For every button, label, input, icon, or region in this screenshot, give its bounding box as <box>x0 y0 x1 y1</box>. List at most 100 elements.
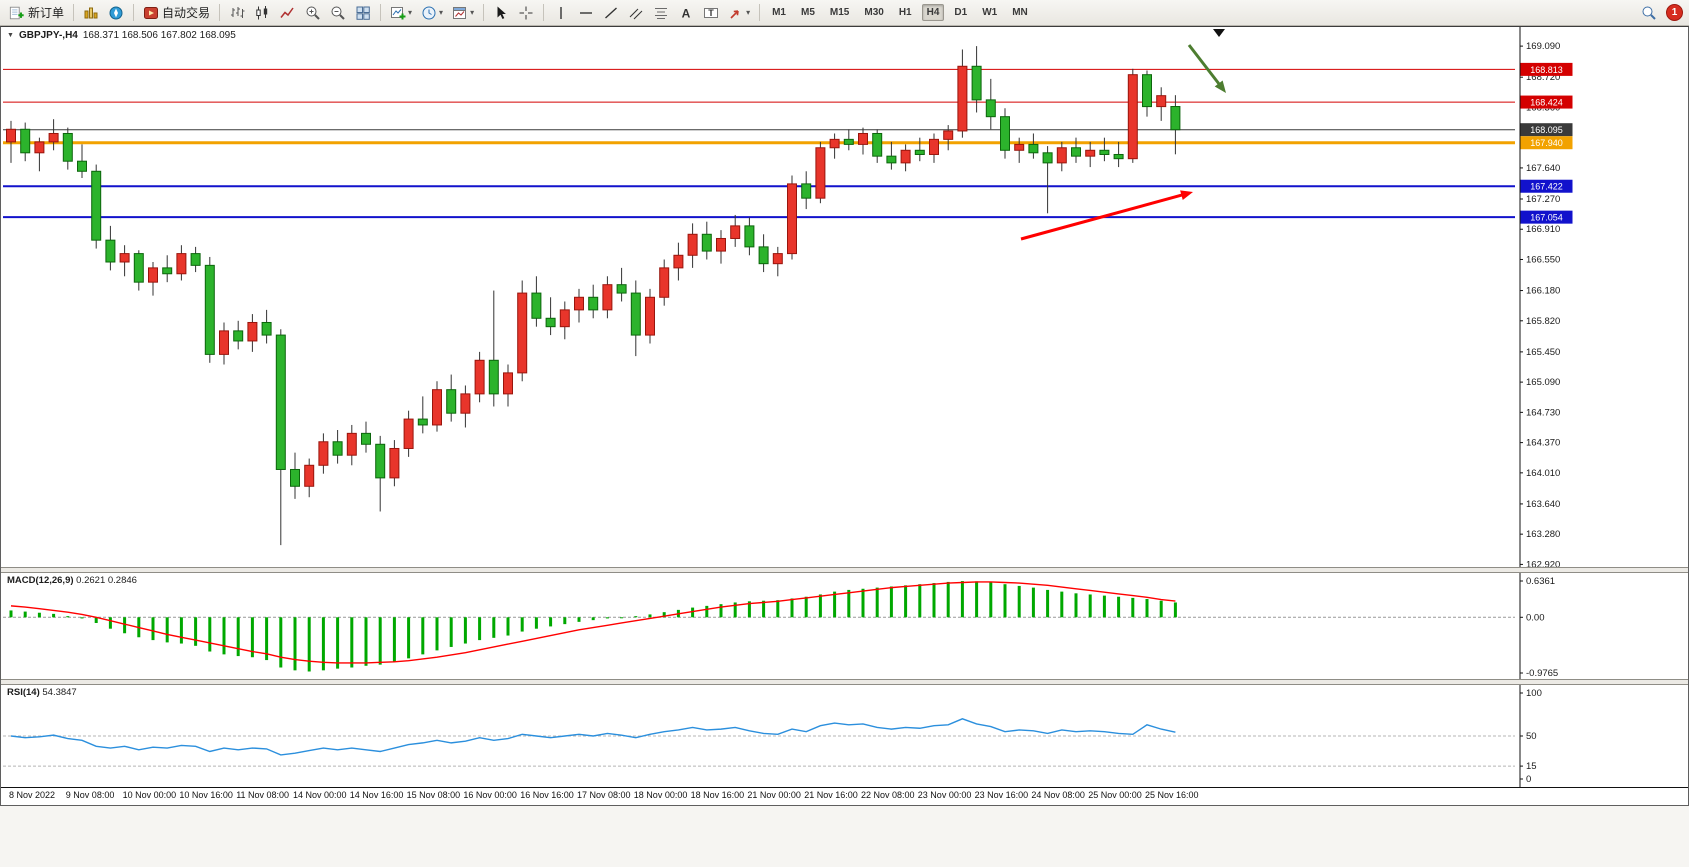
annotation-red-arrow[interactable] <box>1020 190 1193 241</box>
fibonacci-icon[interactable] <box>650 4 672 22</box>
svg-text:T: T <box>708 8 714 18</box>
time-label: 25 Nov 00:00 <box>1088 790 1142 800</box>
annotation-green-arrow[interactable] <box>1187 44 1226 93</box>
autotrading-icon <box>144 6 159 19</box>
cursor-icon[interactable] <box>490 4 512 22</box>
horizontal-line-icon[interactable] <box>575 4 597 22</box>
crosshair-icon[interactable] <box>515 4 537 22</box>
time-axis[interactable]: 8 Nov 2022 9 Nov 08:00 10 Nov 00:00 10 Nov … <box>1 787 1688 805</box>
horizontal-lines[interactable] <box>3 68 1515 219</box>
vertical-line-glyph <box>560 6 562 19</box>
text-icon[interactable]: A <box>675 4 697 22</box>
tf-button-m30[interactable]: M30 <box>859 4 888 21</box>
trendline-icon[interactable] <box>600 4 622 22</box>
time-label: 14 Nov 00:00 <box>293 790 347 800</box>
macd-canvas[interactable]: 0.6361 0.00 -0.9765 <box>1 573 1688 679</box>
price-label-167.054: 167.054 <box>1520 210 1573 224</box>
toolbar-separator <box>133 4 135 21</box>
line-chart-icon[interactable] <box>276 4 298 22</box>
indicators-icon <box>391 6 406 19</box>
arrows-icon <box>730 9 739 19</box>
macd-axis[interactable]: 0.6361 0.00 -0.9765 <box>1520 576 1558 679</box>
text-label-icon[interactable]: T <box>700 4 722 22</box>
collapse-caret-icon[interactable]: ▼ <box>7 32 14 39</box>
tf-button-m5[interactable]: M5 <box>796 4 820 21</box>
price-axis[interactable]: 169.090168.720168.360167.640167.270166.9… <box>1519 27 1560 567</box>
price-label-168.813: 168.813 <box>1520 62 1573 76</box>
main-chart-canvas[interactable]: 169.090168.720168.360167.640167.270166.9… <box>1 27 1688 567</box>
tf-button-h4[interactable]: H4 <box>921 4 945 21</box>
zoom-in-icon[interactable] <box>302 4 324 22</box>
price-label-168.095: 168.095 <box>1520 123 1573 137</box>
tf-button-m1[interactable]: M1 <box>767 4 791 21</box>
time-label: 16 Nov 16:00 <box>520 790 574 800</box>
svg-text:169.090: 169.090 <box>1526 41 1560 52</box>
rsi-line <box>10 718 1176 756</box>
time-label: 15 Nov 08:00 <box>406 790 461 800</box>
arrows-button[interactable]: ▾ <box>725 4 753 22</box>
vertical-line-icon[interactable] <box>550 4 572 22</box>
svg-text:0: 0 <box>1526 774 1531 785</box>
rsi-axis[interactable]: 100 50 15 0 <box>1520 688 1542 785</box>
alert-badge[interactable]: 1 <box>1666 4 1683 21</box>
navigator-glyph <box>109 6 123 19</box>
indicators-button[interactable]: ▾ <box>387 4 415 22</box>
svg-text:167.054: 167.054 <box>1530 213 1563 223</box>
svg-text:168.095: 168.095 <box>1530 125 1563 135</box>
bar-chart-icon[interactable] <box>226 4 248 22</box>
horizontal-line-glyph <box>580 11 593 14</box>
tile-windows-icon[interactable] <box>352 4 374 22</box>
caret-down-icon: ▾ <box>439 8 444 17</box>
templates-button[interactable]: ▾ <box>449 4 477 22</box>
time-label: 8 Nov 2022 <box>9 790 56 800</box>
time-label: 23 Nov 00:00 <box>917 790 972 800</box>
tf-button-h1[interactable]: H1 <box>894 4 917 21</box>
tf-button-mn[interactable]: MN <box>1007 4 1033 21</box>
tf-button-w1[interactable]: W1 <box>977 4 1002 21</box>
new-order-button[interactable]: 新订单 <box>6 3 67 22</box>
time-label: 16 Nov 00:00 <box>463 790 517 800</box>
marketwatch-glyph <box>84 7 98 18</box>
new-order-icon <box>9 6 24 19</box>
periods-button[interactable]: ▾ <box>418 4 446 22</box>
autotrading-button[interactable]: 自动交易 <box>140 3 213 22</box>
cursor-glyph <box>497 6 506 19</box>
candlestick-chart-glyph <box>256 5 268 19</box>
time-label: 22 Nov 08:00 <box>861 790 915 800</box>
rsi-name: RSI(14) <box>7 687 40 698</box>
chart-shift-marker[interactable] <box>1213 29 1225 37</box>
chart-window: ▼ GBPJPY-,H4 168.371 168.506 167.802 168… <box>0 26 1689 806</box>
tf-button-m15[interactable]: M15 <box>825 4 854 21</box>
price-label-168.424: 168.424 <box>1520 95 1573 109</box>
candlestick-chart-icon[interactable] <box>251 4 273 22</box>
svg-text:167.422: 167.422 <box>1530 182 1563 192</box>
caret-down-icon: ▾ <box>408 8 413 17</box>
marketwatch-icon[interactable] <box>80 4 102 22</box>
line-chart-glyph <box>280 7 294 18</box>
toolbar: 新订单 自动交易 ▾ ▾ ▾ A <box>0 0 1689 26</box>
channel-icon[interactable] <box>625 4 647 22</box>
svg-text:164.370: 164.370 <box>1526 438 1560 449</box>
navigator-icon[interactable] <box>105 4 127 22</box>
panel-splitter[interactable] <box>1 567 1688 573</box>
svg-text:168.720: 168.720 <box>1526 72 1560 83</box>
rsi-canvas[interactable]: 100 50 15 0 <box>1 685 1688 787</box>
search-glyph <box>1642 6 1656 20</box>
svg-text:164.010: 164.010 <box>1526 468 1560 479</box>
crosshair-glyph <box>519 6 533 19</box>
tf-button-d1[interactable]: D1 <box>949 4 972 21</box>
svg-text:165.450: 165.450 <box>1526 347 1560 358</box>
time-label: 21 Nov 16:00 <box>804 790 858 800</box>
macd-values: 0.2621 0.2846 <box>76 575 137 586</box>
panel-splitter[interactable] <box>1 679 1688 685</box>
toolbar-separator <box>483 4 485 21</box>
svg-text:50: 50 <box>1526 731 1537 742</box>
text-label-glyph: T <box>704 7 719 18</box>
svg-text:163.280: 163.280 <box>1526 529 1560 540</box>
zoom-out-icon[interactable] <box>327 4 349 22</box>
search-icon[interactable] <box>1638 4 1660 22</box>
macd-histogram <box>9 581 1177 672</box>
text-glyph: A <box>682 6 691 20</box>
svg-text:167.270: 167.270 <box>1526 194 1560 205</box>
svg-text:-0.9765: -0.9765 <box>1526 668 1558 679</box>
